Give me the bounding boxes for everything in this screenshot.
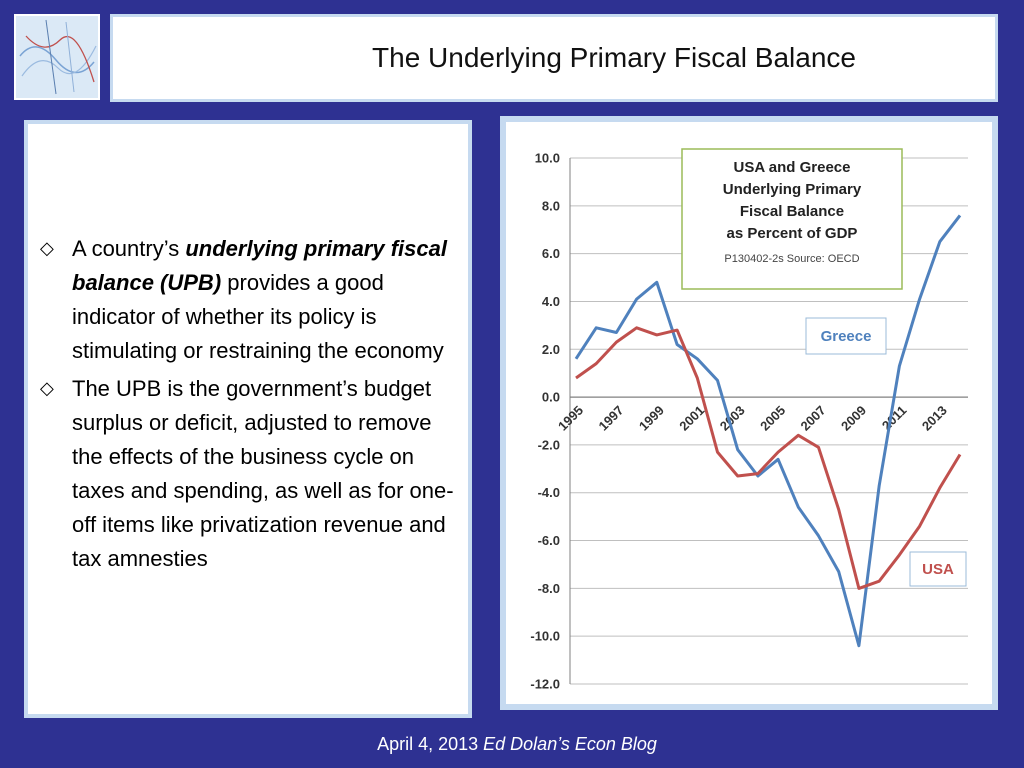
x-tick-label: 2011 (879, 403, 910, 434)
y-tick-label: -12.0 (530, 677, 560, 692)
x-tick-label: 1995 (555, 403, 586, 434)
y-tick-label: 4.0 (542, 294, 560, 309)
y-tick-label: -4.0 (538, 485, 560, 500)
chart-source-note: P130402-2s Source: OECD (724, 253, 859, 265)
x-tick-label: 1997 (595, 403, 626, 434)
logo-graphic (16, 16, 98, 98)
series-label-box-usa (909, 551, 967, 587)
diamond-bullet-icon: ◇ (40, 238, 54, 259)
footer: April 4, 2013 Ed Dolan’s Econ Blog (0, 734, 1024, 755)
series-label-box-greece (805, 317, 887, 355)
y-tick-label: 6.0 (542, 246, 560, 261)
y-tick-label: 10.0 (535, 151, 560, 166)
chart-title-line: Fiscal Balance (740, 203, 844, 220)
y-tick-label: -8.0 (538, 581, 560, 596)
y-tick-label: -2.0 (538, 437, 560, 452)
bullet-text: A country’s underlying primary fiscal ba… (72, 232, 464, 368)
chart-panel: 10.0 8.0 6.0 4.0 2.0 0.0 -2.0 -4.0 -6.0 -8.0 -10.0… (500, 116, 998, 710)
x-tick-label: 2005 (757, 403, 788, 434)
bullet-item: ◇ The UPB is the government’s budget sur… (40, 372, 470, 576)
y-tick-label: 8.0 (542, 198, 560, 213)
x-tick-label: 2013 (919, 403, 950, 434)
bullet-list: ◇ A country’s underlying primary fiscal … (40, 232, 470, 580)
y-tick-label: -6.0 (538, 533, 560, 548)
series-label-greece: Greece (821, 328, 872, 345)
x-tick-label: 2001 (676, 403, 707, 434)
diamond-bullet-icon: ◇ (40, 378, 54, 399)
y-tick-label: -10.0 (530, 629, 560, 644)
chart-title-box (681, 148, 903, 290)
bullet-text-pre: A country’s (72, 236, 186, 261)
series-line-greece (574, 214, 962, 648)
text-panel: ◇ A country’s underlying primary fiscal … (24, 120, 472, 718)
footer-date: April 4, 2013 (377, 734, 479, 754)
chart-title-line: USA and Greece (734, 159, 851, 176)
bullet-text: The UPB is the government’s budget surpl… (72, 372, 464, 576)
x-tick-label: 2007 (798, 403, 829, 434)
y-tick-label: 2.0 (542, 342, 560, 357)
x-tick-label: 1999 (636, 403, 667, 434)
bullet-item: ◇ A country’s underlying primary fiscal … (40, 232, 470, 368)
bullet-text-pre: The UPB is the government’s budget surpl… (72, 376, 454, 571)
slide-title: The Underlying Primary Fiscal Balance (372, 42, 856, 73)
series-label-usa: USA (922, 561, 954, 578)
series-line-usa (575, 326, 962, 590)
chart-title-line: Underlying Primary (723, 181, 862, 198)
logo-image (14, 14, 100, 100)
title-bar: The Underlying Primary Fiscal Balance (110, 14, 998, 102)
x-tick-label: 2009 (838, 403, 869, 434)
y-tick-label: 0.0 (542, 390, 560, 405)
chart-title-line: as Percent of GDP (727, 225, 858, 242)
fiscal-balance-chart: 10.0 8.0 6.0 4.0 2.0 0.0 -2.0 -4.0 -6.0 -8.0 -10.0… (530, 148, 968, 692)
bullet-text-post: provides a good indicator of whether its… (72, 270, 444, 363)
bullet-emphasis: underlying primary fiscal balance (UPB) (72, 236, 447, 295)
footer-blog: Ed Dolan’s Econ Blog (483, 734, 657, 754)
